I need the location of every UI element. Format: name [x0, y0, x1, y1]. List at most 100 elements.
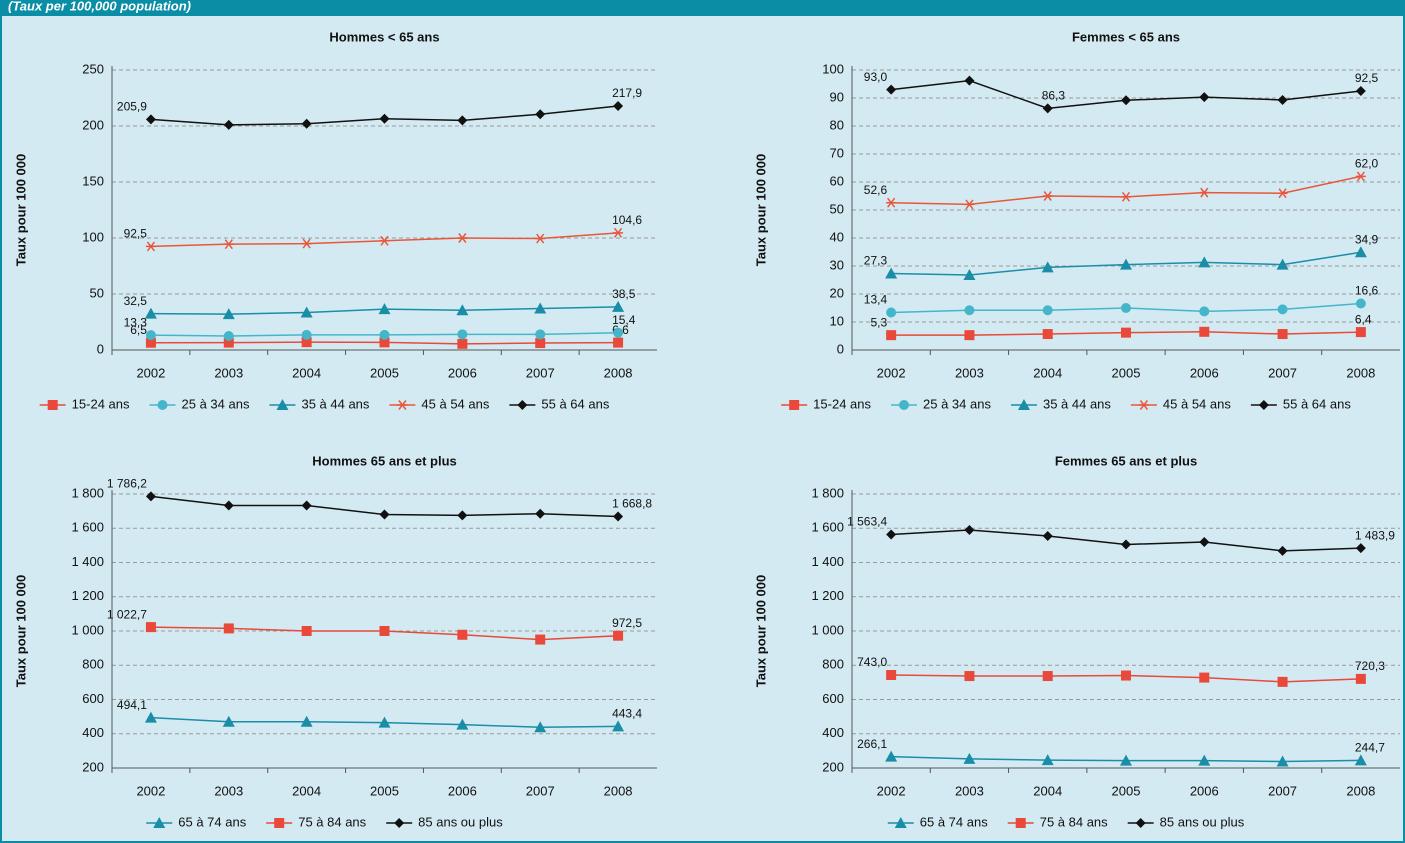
marker	[300, 306, 313, 318]
legend: 15-24 ans 25 à 34 ans 35 à 44 ans 45 à 54 a…	[781, 396, 1351, 411]
value-label: 5,3	[870, 315, 887, 329]
legend-label: 55 à 64 ans	[541, 396, 609, 411]
marker	[886, 330, 897, 341]
x-tick-label: 2008	[604, 365, 633, 380]
marker	[1042, 530, 1053, 541]
y-tick-label: 30	[830, 257, 844, 272]
legend-label: 45 à 54 ans	[421, 396, 489, 411]
marker	[379, 113, 390, 124]
x-tick-label: 2007	[1268, 365, 1297, 380]
marker	[145, 241, 156, 252]
y-tick-label: 1 000	[811, 622, 844, 637]
marker	[457, 233, 468, 243]
header-bar	[2, 0, 1403, 16]
x-tick-label: 2006	[448, 365, 477, 380]
value-label: 32,5	[124, 294, 148, 308]
marker	[885, 267, 898, 279]
marker	[535, 338, 546, 349]
marker	[535, 508, 546, 519]
legend: 65 à 74 ans 75 à 84 ans 85 ans ou plus	[887, 814, 1245, 829]
y-axis-label: Taux pour 100 000	[753, 575, 768, 687]
value-label: 6,5	[130, 323, 147, 337]
marker	[1120, 258, 1132, 270]
marker	[1042, 191, 1053, 201]
y-tick-label: 200	[822, 759, 844, 774]
marker	[144, 307, 157, 319]
marker	[886, 529, 897, 540]
marker	[145, 330, 156, 341]
x-tick-label: 2003	[214, 365, 243, 380]
y-tick-label: 1 000	[71, 622, 104, 637]
y-tick-label: 800	[822, 657, 844, 672]
y-tick-label: 0	[837, 341, 844, 356]
marker	[1276, 755, 1289, 767]
x-tick-label: 2002	[877, 783, 906, 798]
x-tick-label: 2002	[877, 365, 906, 380]
x-tick-label: 2006	[448, 783, 477, 798]
value-label: 244,7	[1355, 741, 1385, 755]
y-tick-label: 200	[82, 117, 104, 132]
x-tick-label: 2006	[1190, 783, 1219, 798]
marker	[964, 75, 975, 86]
marker	[379, 626, 390, 636]
marker	[457, 629, 468, 640]
y-tick-label: 600	[822, 691, 844, 706]
marker	[789, 400, 800, 410]
marker	[457, 329, 468, 340]
marker	[394, 818, 405, 828]
marker	[886, 307, 897, 318]
x-tick-label: 2003	[214, 783, 243, 798]
marker	[379, 235, 390, 246]
value-label: 494,1	[117, 698, 147, 712]
value-label: 27,3	[864, 254, 888, 268]
value-label: 92,5	[124, 227, 148, 241]
marker	[964, 305, 975, 316]
value-label: 1 483,9	[1355, 528, 1395, 542]
value-label: 443,4	[612, 706, 642, 720]
marker	[1138, 400, 1149, 410]
marker	[1198, 754, 1211, 766]
marker	[223, 623, 234, 634]
legend-label: 15-24 ans	[72, 396, 130, 411]
legend-label: 15-24 ans	[813, 396, 871, 411]
y-tick-label: 0	[97, 341, 104, 356]
marker	[457, 115, 468, 126]
marker	[1121, 539, 1131, 550]
legend-label: 85 ans ou plus	[418, 814, 503, 829]
marker	[378, 303, 391, 315]
marker	[457, 510, 468, 521]
marker	[145, 114, 156, 125]
marker	[1277, 545, 1288, 556]
marker	[456, 304, 469, 316]
marker	[456, 718, 469, 730]
x-tick-label: 2005	[370, 365, 399, 380]
marker	[1121, 95, 1131, 106]
marker	[1258, 400, 1269, 410]
x-tick-label: 2004	[292, 783, 321, 798]
marker	[886, 84, 897, 95]
y-tick-label: 1 800	[71, 485, 104, 500]
marker	[300, 715, 313, 727]
marker	[1355, 86, 1366, 96]
marker	[276, 399, 289, 410]
marker	[517, 400, 528, 410]
y-tick-label: 1 200	[71, 588, 104, 603]
marker	[1042, 329, 1053, 340]
y-tick-label: 60	[830, 173, 844, 188]
marker	[1199, 536, 1210, 547]
marker	[535, 329, 546, 340]
marker	[1277, 329, 1288, 340]
y-tick-label: 90	[830, 89, 844, 104]
legend-label: 75 à 84 ans	[298, 814, 366, 829]
marker	[301, 329, 312, 340]
marker	[222, 715, 235, 727]
y-tick-label: 1 400	[71, 554, 104, 569]
value-label: 1 022,7	[107, 607, 147, 621]
y-tick-label: 50	[90, 285, 104, 300]
marker	[964, 199, 975, 210]
marker	[397, 400, 408, 410]
marker	[1277, 676, 1288, 687]
marker	[1277, 188, 1288, 199]
y-tick-label: 20	[830, 285, 844, 300]
